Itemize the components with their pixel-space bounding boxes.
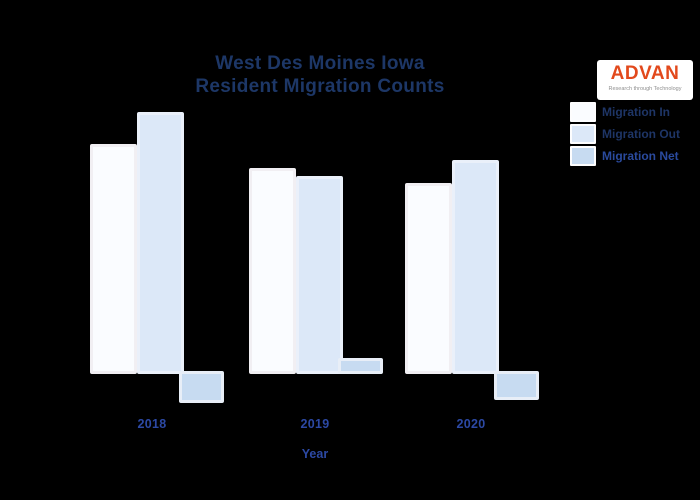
bar-migration-in-2018 xyxy=(90,144,137,374)
legend-label-migration-in: Migration In xyxy=(602,105,670,119)
legend-swatch-migration-net xyxy=(570,146,596,166)
legend-swatch-migration-in xyxy=(570,102,596,122)
chart-title-line1: West Des Moines Iowa xyxy=(215,53,425,74)
bar-migration-in-2020 xyxy=(405,183,452,374)
chart-legend: Migration In Migration Out Migration Net xyxy=(570,102,680,168)
advan-logo-tagline: Research through Technology xyxy=(608,86,682,92)
bar-migration-net-2019 xyxy=(338,358,383,374)
legend-item-migration-out: Migration Out xyxy=(570,124,680,144)
legend-item-migration-in: Migration In xyxy=(570,102,680,122)
x-tick-2020: 2020 xyxy=(456,417,486,431)
chart-title-line2: Resident Migration Counts xyxy=(195,76,445,97)
legend-label-migration-net: Migration Net xyxy=(602,149,679,163)
advan-logo: ADVAN Research through Technology xyxy=(597,60,693,100)
bar-migration-out-2019 xyxy=(296,176,343,374)
legend-label-migration-out: Migration Out xyxy=(602,127,680,141)
bar-migration-net-2020 xyxy=(494,371,539,400)
legend-item-migration-net: Migration Net xyxy=(570,146,680,166)
x-tick-2018: 2018 xyxy=(137,417,167,431)
bar-migration-out-2018 xyxy=(137,112,184,374)
chart-title: West Des Moines Iowa Resident Migration … xyxy=(0,52,640,98)
x-axis-title: Year xyxy=(301,447,329,461)
bar-migration-out-2020 xyxy=(452,160,499,374)
advan-logo-text: ADVAN xyxy=(610,63,680,84)
bar-migration-net-2018 xyxy=(179,371,224,403)
legend-swatch-migration-out xyxy=(570,124,596,144)
bar-migration-in-2019 xyxy=(249,168,296,374)
x-tick-2019: 2019 xyxy=(300,417,330,431)
